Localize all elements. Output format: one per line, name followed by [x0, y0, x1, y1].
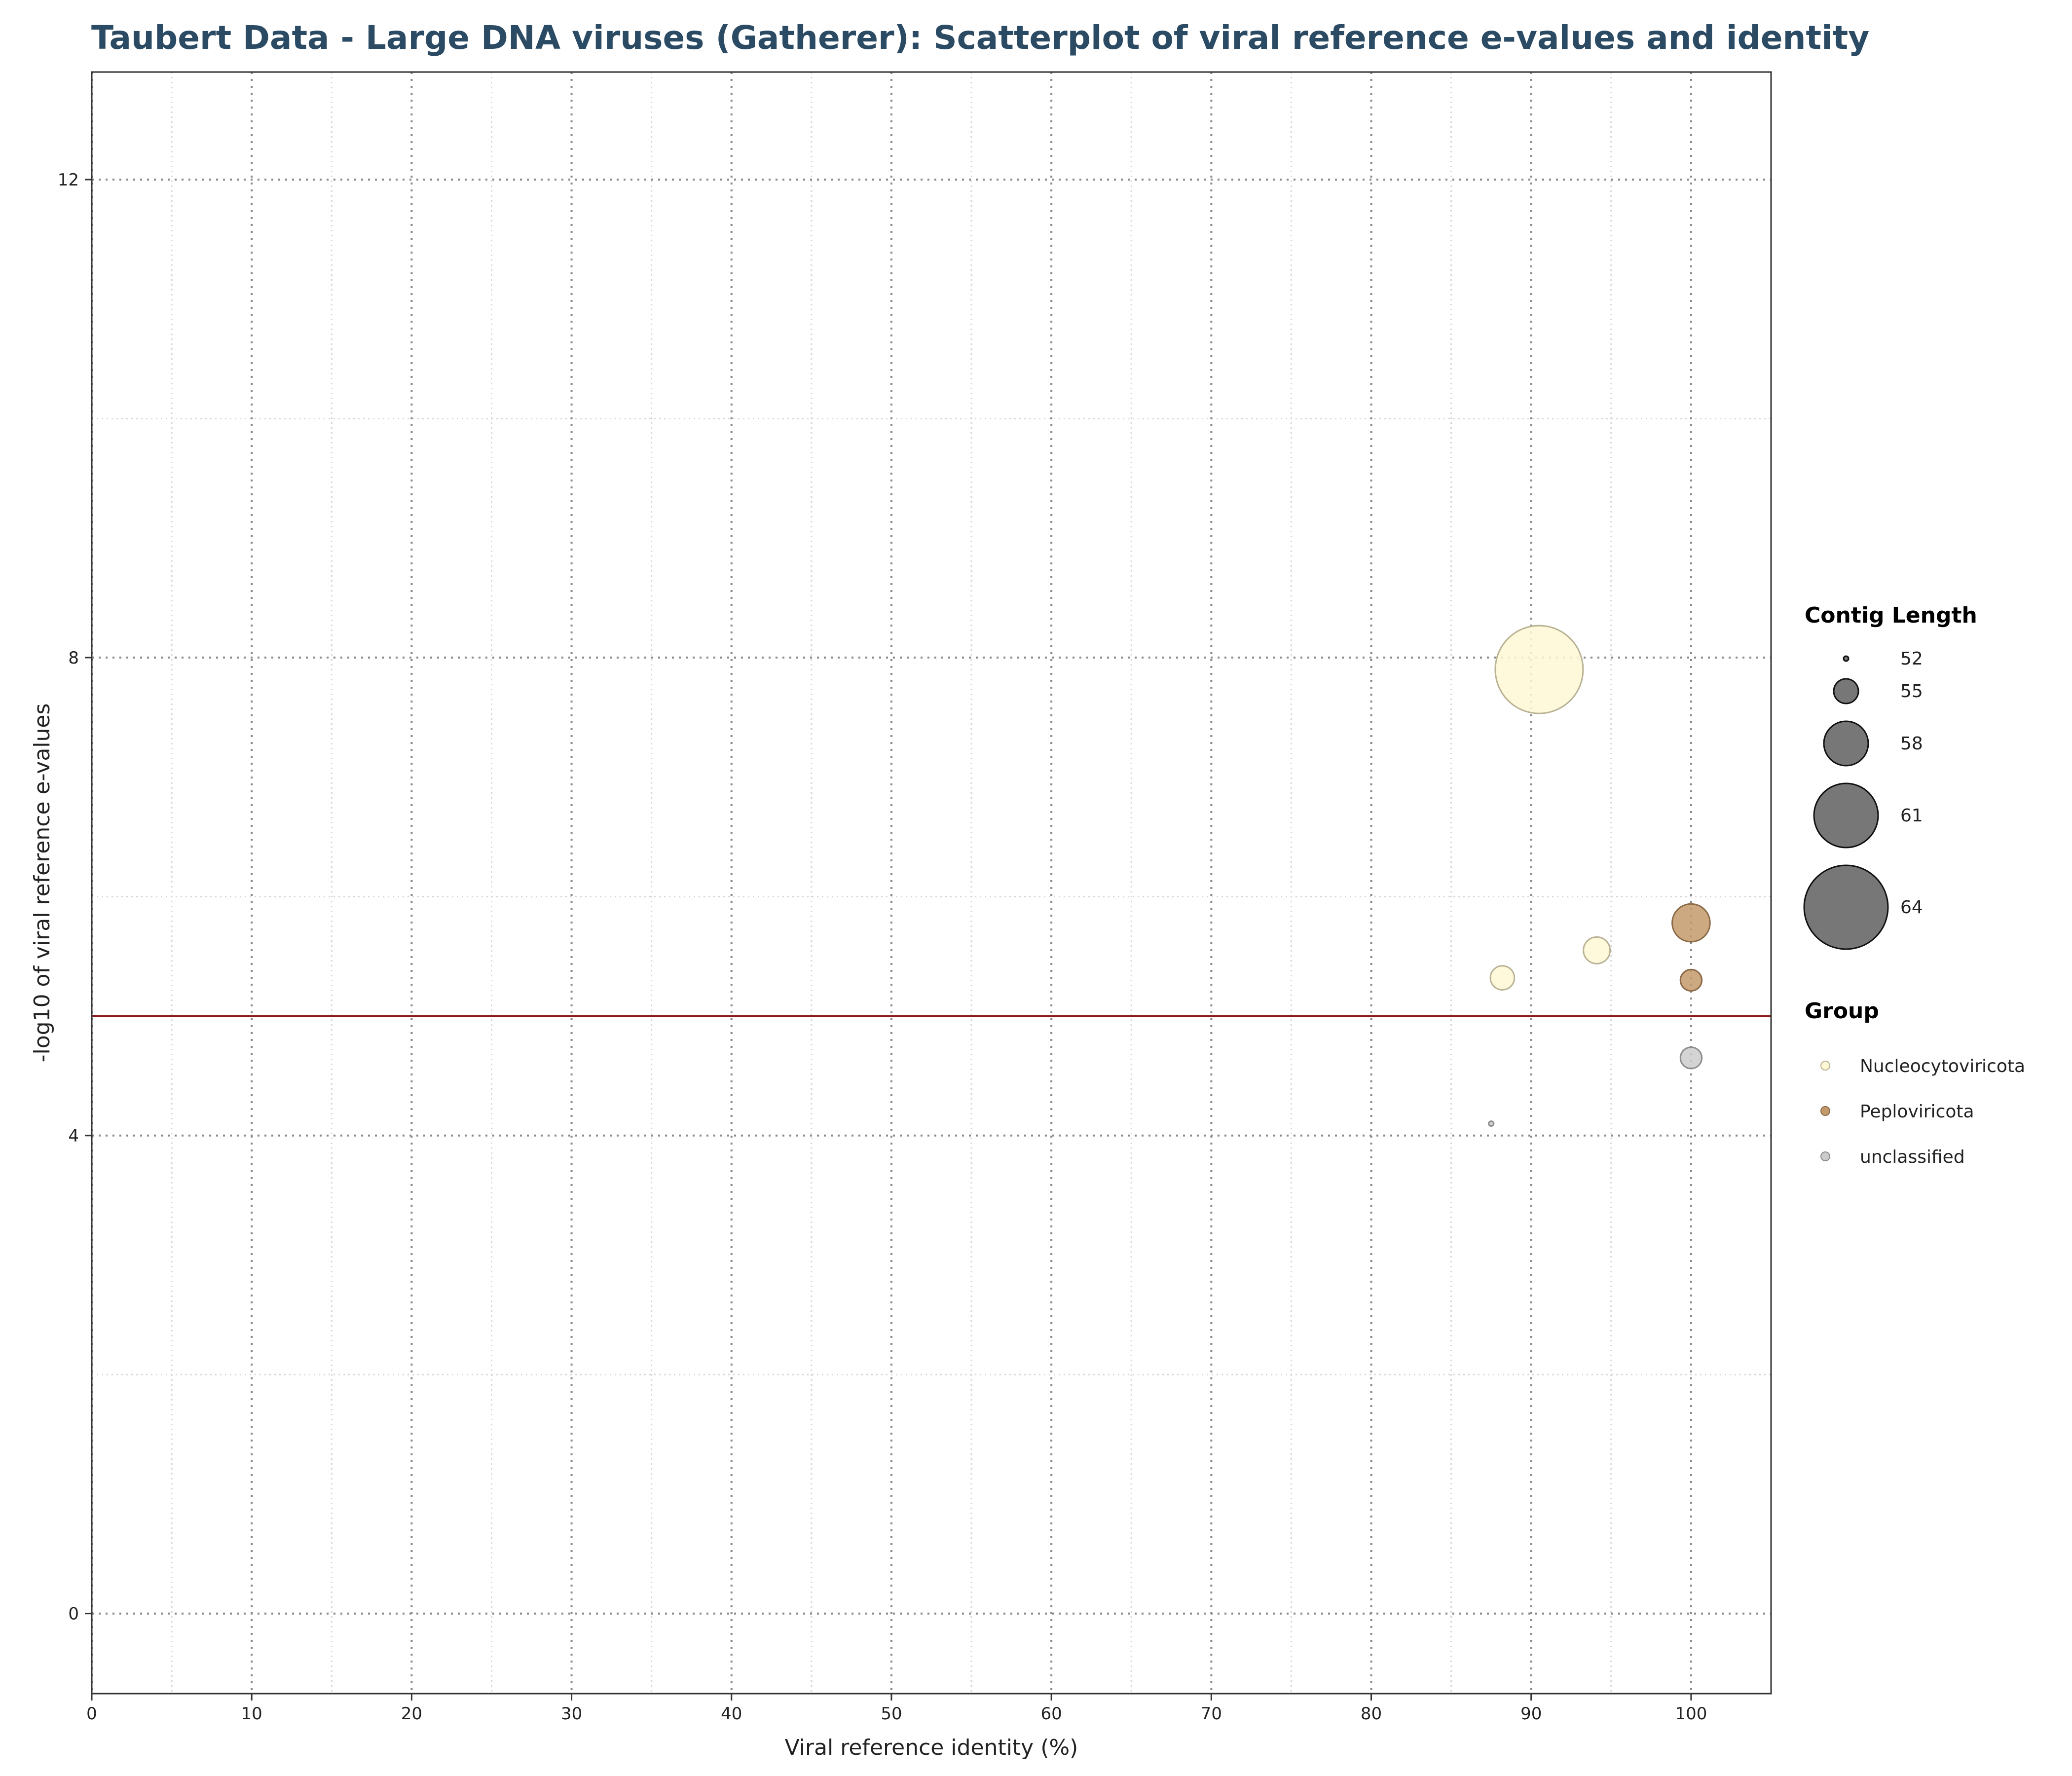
size-legend-symbol	[1813, 782, 1879, 849]
data-point	[1489, 965, 1516, 991]
x-tick-label: 90	[1520, 1704, 1542, 1724]
size-legend-symbol	[1803, 864, 1889, 950]
x-tick-label: 40	[721, 1704, 742, 1724]
x-axis-title: Viral reference identity (%)	[785, 1735, 1078, 1760]
data-point	[1494, 625, 1584, 714]
y-axis-title: -log10 of viral reference e-values	[30, 703, 55, 1063]
points-layer	[1488, 625, 1711, 1127]
data-point	[1679, 968, 1703, 992]
size-legend-label: 64	[1900, 897, 1923, 918]
x-tick-label: 50	[881, 1704, 902, 1724]
color-legend-label: Peploviricota	[1860, 1102, 1974, 1122]
color-legend-title: Group	[1805, 999, 1879, 1024]
size-legend: Contig Length 52 55 58 61 64	[1803, 603, 1977, 950]
color-legend-symbol	[1820, 1061, 1830, 1071]
size-legend-label: 55	[1900, 681, 1923, 702]
y-tick-label: 12	[58, 170, 79, 190]
x-tick-label: 60	[1041, 1704, 1062, 1724]
y-tick-label: 8	[68, 648, 79, 668]
size-legend-symbol	[1823, 720, 1869, 767]
color-legend-label: Nucleocytoviricota	[1860, 1056, 2025, 1076]
x-tick-label: 70	[1201, 1704, 1222, 1724]
chart-title: Taubert Data - Large DNA viruses (Gather…	[91, 19, 1870, 57]
minor-grid	[92, 72, 1771, 1694]
y-tick-label: 4	[68, 1126, 79, 1146]
size-legend-symbol	[1843, 655, 1850, 662]
size-legend-label: 52	[1900, 649, 1923, 669]
x-tick-label: 20	[401, 1704, 422, 1724]
x-tick-label: 0	[86, 1704, 97, 1724]
size-legend-label: 61	[1900, 806, 1923, 826]
data-point	[1583, 936, 1611, 964]
x-tick-label: 100	[1675, 1704, 1707, 1724]
color-legend-symbol	[1820, 1106, 1830, 1116]
color-legend: Group Nucleocytoviricota Peploviricota unc…	[1805, 999, 2025, 1167]
y-axis-ticks: 0 4 8 12	[58, 170, 92, 1624]
size-legend-title: Contig Length	[1805, 603, 1977, 628]
major-grid	[91, 72, 1771, 1694]
x-axis-ticks: 0 10 20 30 40 50 60 70 80 90 100	[86, 1694, 1707, 1724]
x-tick-label: 30	[561, 1704, 582, 1724]
plot-frame	[91, 71, 1772, 1695]
data-point	[1671, 903, 1711, 943]
size-legend-label: 58	[1900, 734, 1923, 754]
color-legend-label: unclassified	[1860, 1147, 1965, 1167]
data-point	[1488, 1120, 1495, 1127]
color-legend-symbol	[1820, 1151, 1830, 1161]
data-point	[1679, 1046, 1703, 1070]
x-tick-label: 10	[241, 1704, 262, 1724]
size-legend-symbol	[1833, 678, 1859, 704]
y-tick-label: 0	[68, 1604, 79, 1624]
x-tick-label: 80	[1361, 1704, 1382, 1724]
